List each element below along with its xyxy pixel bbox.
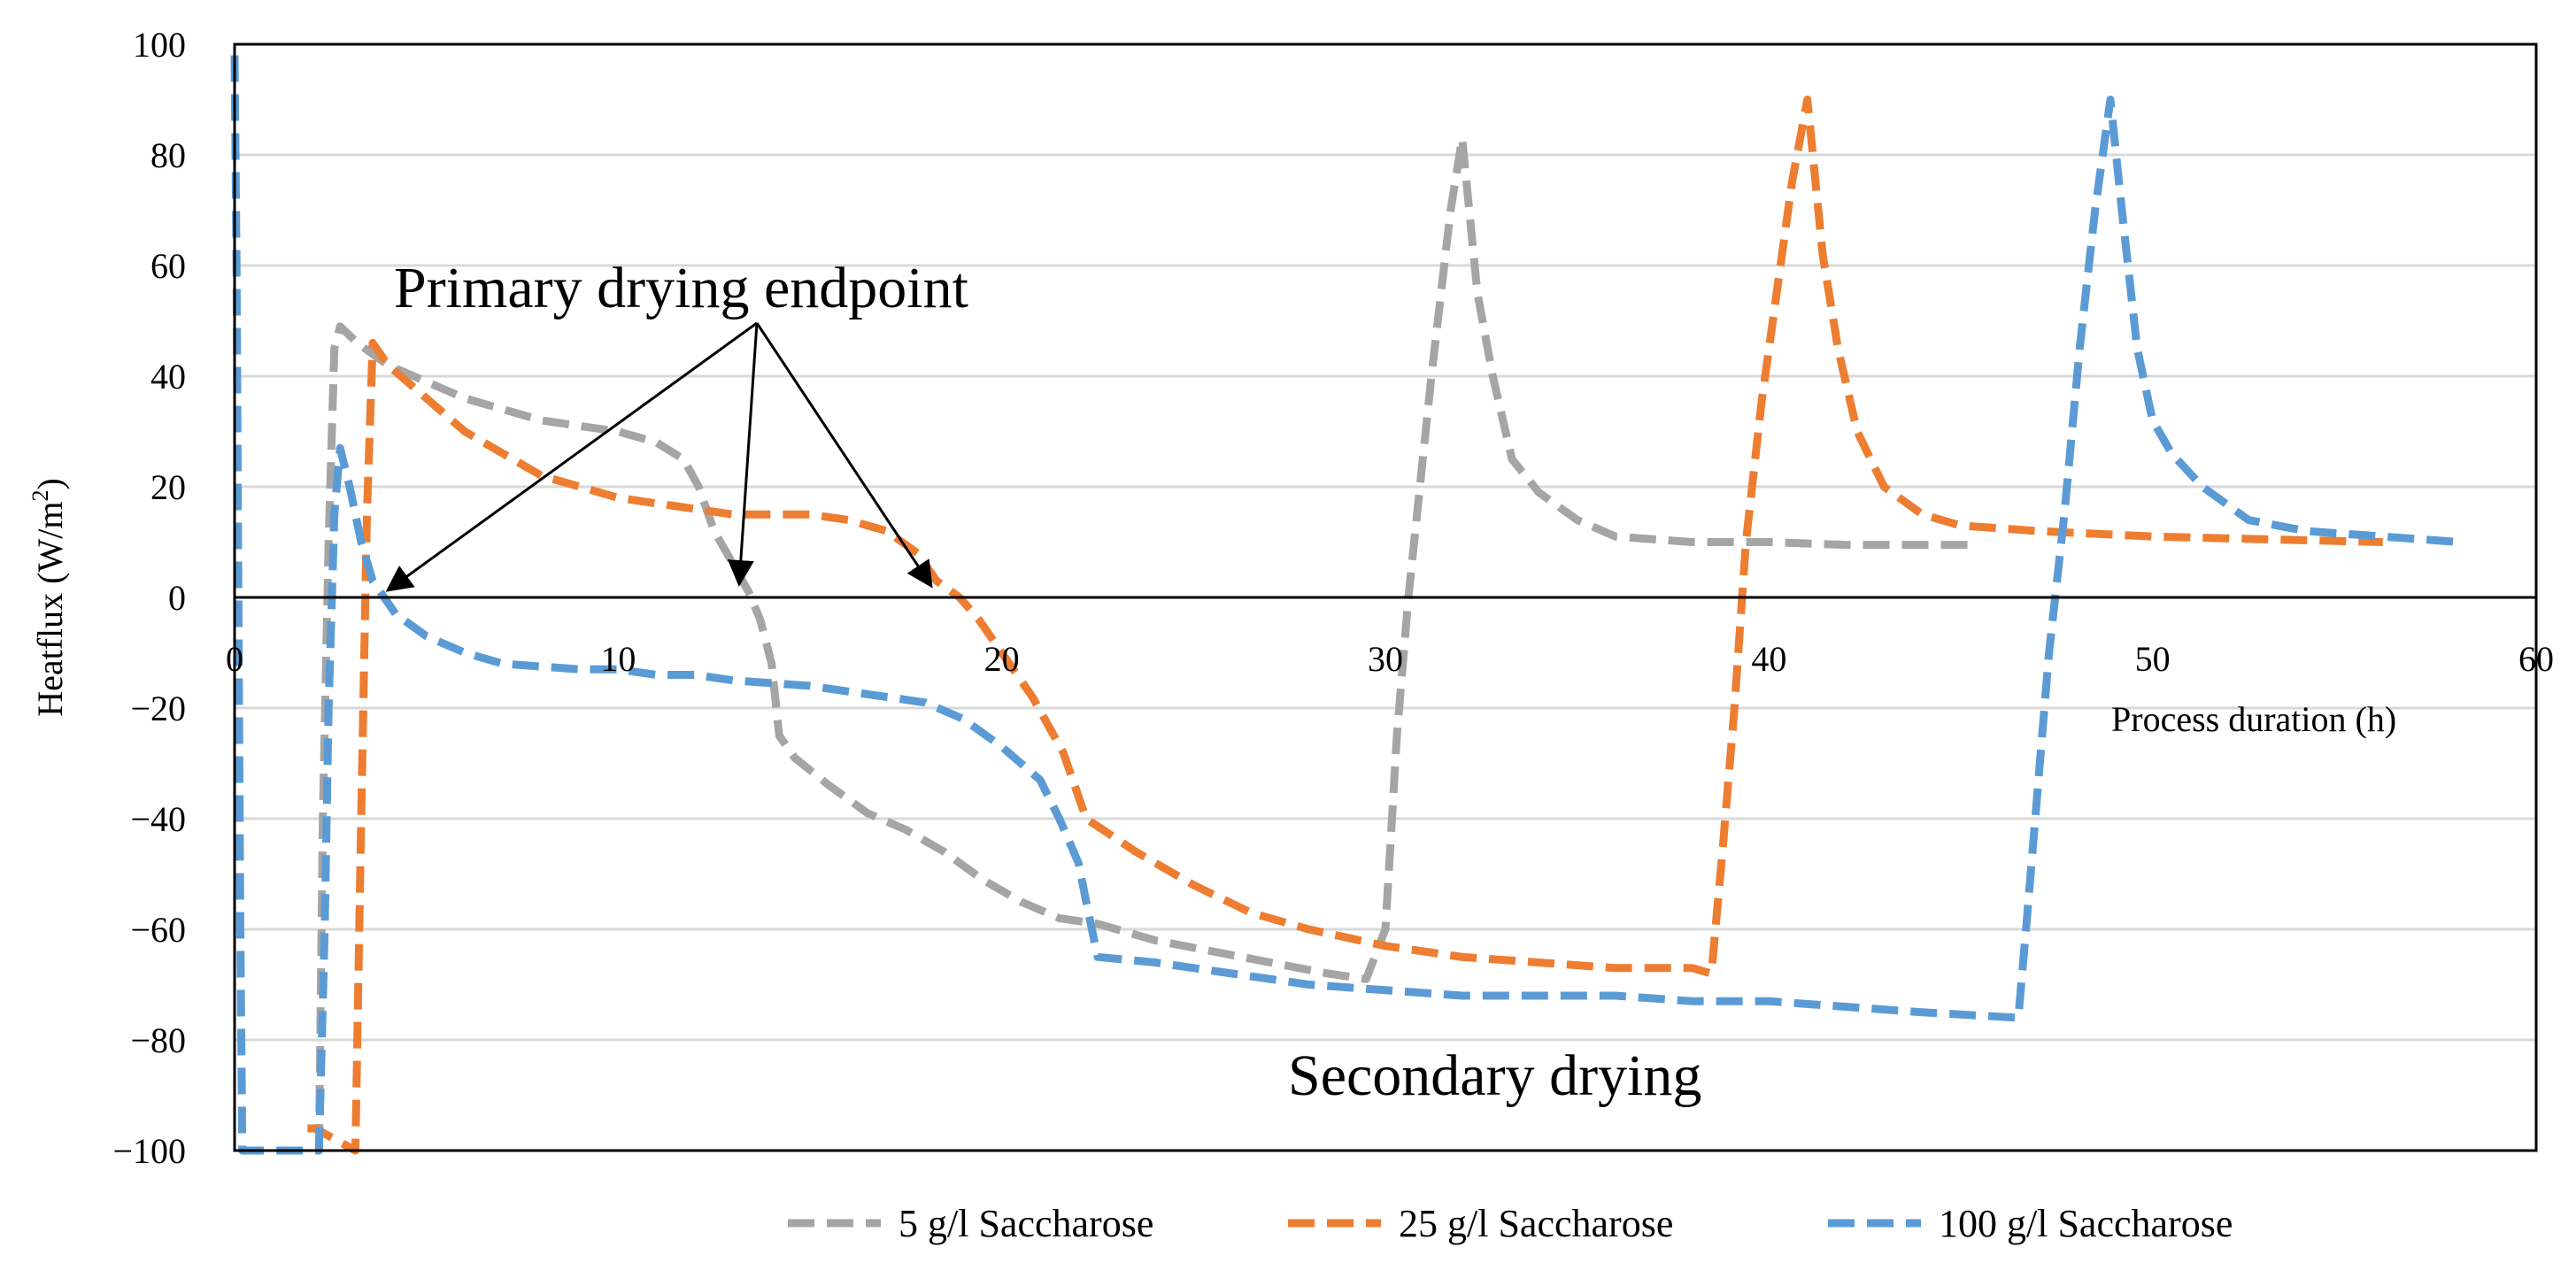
x-tick-label: 0 xyxy=(226,639,243,679)
y-tick-label: 100 xyxy=(133,25,186,65)
x-tick-label: 30 xyxy=(1368,639,1403,679)
arrow-to-100gl-endpoint xyxy=(385,321,758,592)
y-tick-label: 40 xyxy=(150,357,186,396)
y-tick-labels: 100 80 60 40 20 0 −20 −40 −60 −80 −100 xyxy=(112,25,186,1171)
y-tick-label: 60 xyxy=(150,246,186,286)
legend-label-2: 25 g/l Saccharose xyxy=(1399,1202,1673,1245)
y-tick-label: 0 xyxy=(168,578,186,618)
x-tick-label: 60 xyxy=(2518,639,2554,679)
primary-drying-annotation: Primary drying endpoint xyxy=(394,256,968,320)
x-tick-label: 20 xyxy=(984,639,1020,679)
annotation-arrows xyxy=(385,321,933,592)
series-group xyxy=(230,55,2460,1155)
y-axis-title-superscript: 2 xyxy=(27,490,53,502)
series-line-1 xyxy=(314,134,1969,1151)
y-axis-title: Heatflux (W/m2) xyxy=(27,478,70,717)
x-tick-label: 50 xyxy=(2135,639,2171,679)
y-tick-label: −60 xyxy=(130,910,186,950)
y-tick-label: −40 xyxy=(130,799,186,839)
y-tick-label: 80 xyxy=(150,135,186,175)
y-tick-label: −20 xyxy=(130,689,186,728)
arrow-to-25gl-endpoint xyxy=(755,322,933,589)
arrow-to-5gl-endpoint xyxy=(727,322,759,587)
y-tick-label: 20 xyxy=(150,467,186,507)
series-line-2 xyxy=(307,96,2383,1155)
x-tick-labels: 0 10 20 30 40 50 60 xyxy=(226,639,2554,679)
legend-label-1: 5 g/l Saccharose xyxy=(899,1202,1153,1245)
y-tick-label: −100 xyxy=(112,1131,186,1171)
x-axis-title: Process duration (h) xyxy=(2111,699,2396,739)
legend: 5 g/l Saccharose 25 g/l Saccharose 100 g/l… xyxy=(788,1202,2233,1245)
x-tick-label: 10 xyxy=(600,639,636,679)
series-line-3 xyxy=(230,55,2460,1155)
x-tick-label: 40 xyxy=(1751,639,1786,679)
secondary-drying-annotation: Secondary drying xyxy=(1288,1043,1701,1108)
legend-label-3: 100 g/l Saccharose xyxy=(1939,1202,2233,1245)
gridlines xyxy=(235,153,2536,1042)
y-tick-label: −80 xyxy=(130,1020,186,1060)
